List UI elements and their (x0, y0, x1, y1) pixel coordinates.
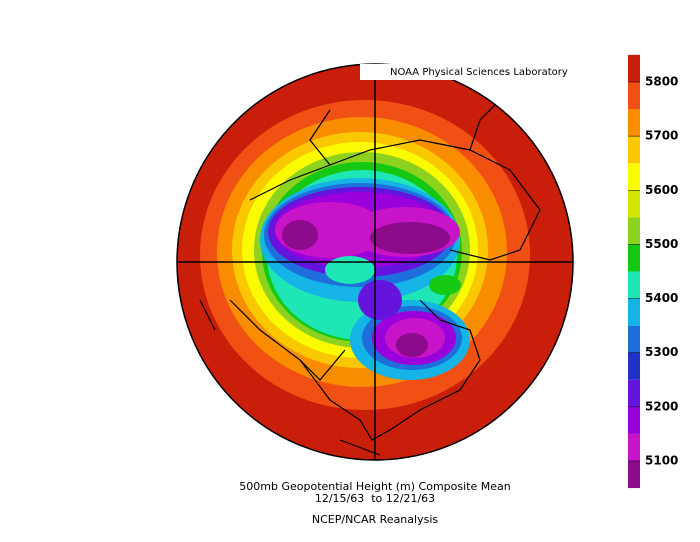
colorbar-cell (628, 406, 640, 434)
band (325, 256, 375, 284)
colorbar-label: 5100 (645, 454, 678, 468)
coastline (199, 99, 541, 456)
colorbar: 5100 5200 5300 5400 5500 5600 5700 5800 (628, 54, 678, 489)
colorbar-cell (628, 461, 640, 489)
colorbar-cell (628, 352, 640, 380)
band (370, 222, 450, 254)
colorbar-cell (628, 325, 640, 353)
contour-map (177, 64, 573, 460)
colorbar-label: 5600 (645, 183, 678, 197)
colorbar-cell (628, 298, 640, 326)
colorbar-cell (628, 82, 640, 110)
colorbar-label: 5800 (645, 75, 678, 89)
colorbar-cell (628, 136, 640, 164)
colorbar-label: 5300 (645, 345, 678, 359)
band (358, 280, 402, 320)
colorbar-cell (628, 190, 640, 218)
caption-title: 500mb Geopotential Height (m) Composite … (239, 480, 510, 493)
band (282, 220, 318, 250)
caption-source: NCEP/NCAR Reanalysis (312, 513, 438, 526)
colorbar-cell (628, 217, 640, 245)
colorbar-label: 5500 (645, 237, 678, 251)
credit: NOAA Physical Sciences Laboratory (390, 67, 568, 78)
colorbar-cell (628, 433, 640, 461)
caption-dates: 12/15/63 to 12/21/63 (315, 492, 435, 505)
colorbar-label: 5400 (645, 291, 678, 305)
band (396, 333, 428, 357)
colorbar-label: 5200 (645, 399, 678, 413)
colorbar-label: 5700 (645, 129, 678, 143)
credit-box (360, 64, 575, 80)
colorbar-cell (628, 379, 640, 407)
colorbar-cell (628, 109, 640, 137)
colorbar-cell (628, 271, 640, 299)
colorbar-cell (628, 244, 640, 272)
colorbar-cell (628, 54, 640, 82)
colorbar-cell (628, 163, 640, 191)
band (429, 275, 461, 295)
